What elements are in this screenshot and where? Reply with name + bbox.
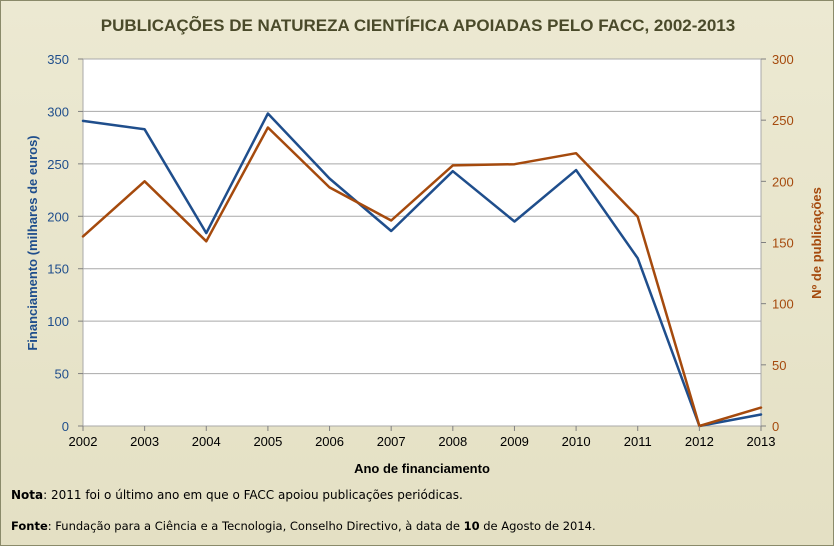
source-line: Fonte: Fundação para a Ciência e a Tecno… bbox=[11, 519, 596, 533]
y-axis-label-right: Nº de publicações bbox=[809, 187, 824, 299]
y-tick-label-right: 100 bbox=[772, 297, 794, 312]
y-tick-label-left: 50 bbox=[55, 367, 69, 382]
plot-area bbox=[82, 58, 762, 427]
x-tick-label: 2005 bbox=[253, 434, 282, 449]
x-tick-label: 2009 bbox=[500, 434, 529, 449]
y-tick-label-left: 100 bbox=[47, 314, 69, 329]
y-tick-label-left: 150 bbox=[47, 262, 69, 277]
x-tick-label: 2011 bbox=[624, 434, 652, 449]
x-tick-label: 2008 bbox=[438, 434, 467, 449]
source-label: Fonte bbox=[11, 519, 48, 533]
series-line-publicacoes bbox=[81, 126, 763, 428]
note-label: Nota bbox=[11, 488, 44, 502]
x-tick-label: 2002 bbox=[69, 434, 98, 449]
axes-layer: 0 50 100 150 200 250 300 350 0 50 100 150 200 250 300 2… bbox=[47, 52, 793, 449]
y-tick-label-left: 200 bbox=[47, 209, 69, 224]
x-tick-label: 2013 bbox=[747, 434, 776, 449]
chart-title: PUBLICAÇÕES DE NATUREZA CIENTÍFICA APOIA… bbox=[101, 15, 735, 35]
x-tick-label: 2010 bbox=[562, 434, 591, 449]
x-tick-label: 2003 bbox=[130, 434, 159, 449]
y-tick-label-right: 250 bbox=[772, 113, 794, 128]
y-axis-label-left: Financiamento (milhares de euros) bbox=[25, 135, 40, 350]
x-tick-label: 2012 bbox=[685, 434, 714, 449]
y-tick-label-left: 250 bbox=[47, 157, 69, 172]
series-line-financiamento bbox=[81, 112, 763, 428]
y-tick-label-right: 0 bbox=[772, 419, 779, 434]
series-layer bbox=[81, 112, 763, 428]
y-tick-label-right: 200 bbox=[772, 174, 794, 189]
x-tick-label: 2004 bbox=[192, 434, 221, 449]
y-tick-label-left: 300 bbox=[47, 104, 69, 119]
source-text-b: de Agosto de 2014. bbox=[479, 519, 596, 533]
source-text-a: : Fundação para a Ciência e a Tecnologia… bbox=[47, 519, 464, 533]
y-tick-label-right: 300 bbox=[772, 52, 794, 67]
y-tick-label-left: 0 bbox=[62, 419, 69, 434]
x-axis-label: Ano de financiamento bbox=[354, 461, 490, 476]
source-date-bold: 10 bbox=[463, 519, 480, 533]
y-tick-label-right: 50 bbox=[772, 358, 786, 373]
y-tick-label-left: 350 bbox=[47, 52, 69, 67]
x-tick-label: 2006 bbox=[315, 434, 344, 449]
y-tick-label-right: 150 bbox=[772, 236, 794, 251]
note-text: : 2011 foi o último ano em que o FACC ap… bbox=[43, 488, 463, 502]
x-tick-label: 2007 bbox=[377, 434, 406, 449]
note-line: Nota: 2011 foi o último ano em que o FAC… bbox=[11, 488, 463, 502]
